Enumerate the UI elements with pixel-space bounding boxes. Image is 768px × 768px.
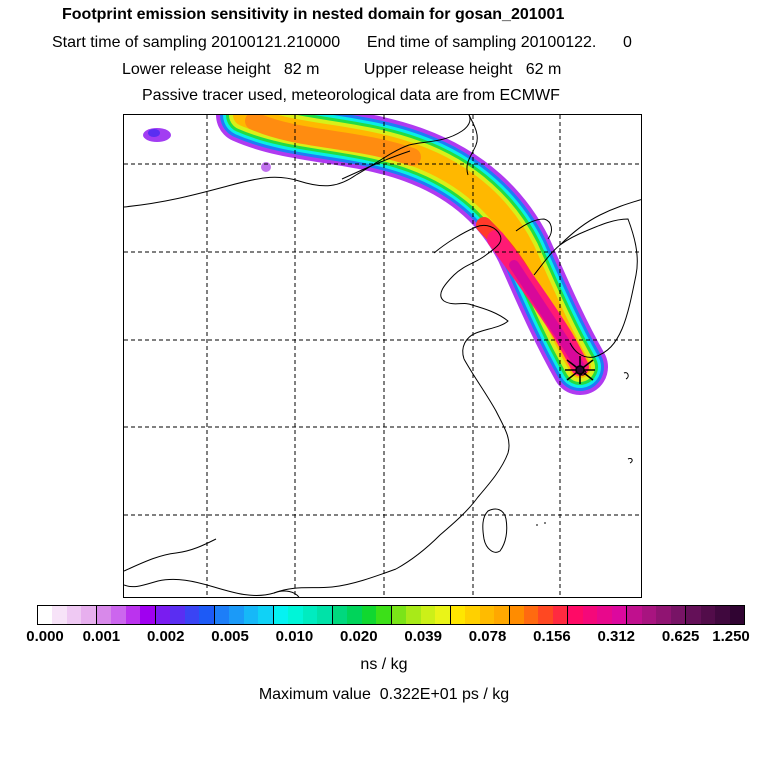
colorbar-cell	[81, 606, 97, 624]
colorbar-cell	[96, 606, 112, 624]
receptor-star-icon	[565, 356, 595, 384]
colorbar-cell	[155, 606, 171, 624]
patch-small	[261, 162, 271, 172]
colorbar-tick-label: 0.156	[533, 628, 571, 645]
colorbar-cell	[140, 606, 156, 624]
colorbar-tick-label: 0.312	[597, 628, 636, 645]
colorbar-cell	[214, 606, 230, 624]
coast-east-china	[395, 358, 510, 570]
plume-layers	[216, 115, 608, 395]
colorbar-cell	[302, 606, 318, 624]
colorbar-cell	[700, 606, 716, 624]
colorbar-cell	[435, 606, 451, 624]
coast-korea-north	[559, 199, 641, 246]
colorbar-cell	[229, 606, 244, 624]
colorbar-cell	[199, 606, 215, 624]
islands-japan-1	[623, 372, 629, 380]
islands-japan-2	[627, 458, 633, 464]
colorbar-cell	[686, 606, 701, 624]
colorbar-tick-labels: 0.000 0.001 0.002 0.005 0.010 0.020 0.039 0.078…	[0, 628, 768, 648]
colorbar-tick-label: 0.005	[211, 628, 249, 645]
colorbar-cell	[465, 606, 480, 624]
colorbar-cell	[582, 606, 598, 624]
colorbar-tick-label: 0.078	[468, 628, 507, 645]
colorbar-unit: ns / kg	[360, 656, 408, 673]
maximum-value-label: Maximum value 0.322E+01 ps / kg	[258, 686, 510, 703]
footprint-map	[123, 114, 642, 598]
coast-korea-peninsula	[569, 218, 638, 358]
colorbar-tick-label: 0.625	[661, 628, 700, 645]
colorbar-cell	[523, 606, 539, 624]
colorbar-cell	[670, 606, 687, 624]
colorbar	[37, 605, 745, 625]
colorbar-cell	[52, 606, 67, 624]
colorbar-cell	[656, 606, 671, 624]
coast-liaodong	[515, 218, 552, 240]
colorbar-cell	[273, 606, 289, 624]
footprint-map-svg	[124, 115, 641, 597]
colorbar-cell	[641, 606, 657, 624]
colorbar-cell	[243, 606, 259, 624]
colorbar-cell	[391, 606, 407, 624]
coast-south-china	[124, 568, 397, 596]
colorbar-cell	[406, 606, 421, 624]
colorbar-cell	[347, 606, 362, 624]
plot-title: Footprint emission sensitivity in nested…	[62, 6, 565, 23]
colorbar-cell	[729, 606, 745, 624]
colorbar-tick-label: 0.010	[275, 628, 314, 645]
colorbar-cell	[184, 606, 200, 624]
sensitivity-patches	[143, 128, 271, 172]
colorbar-cell	[538, 606, 553, 624]
colorbar-cell	[66, 606, 82, 624]
border-southwest	[124, 538, 217, 572]
release-height-line: Lower release height 82 m Upper release …	[122, 61, 562, 78]
colorbar-cell	[288, 606, 303, 624]
colorbar-cell	[258, 606, 274, 624]
colorbar-cell	[715, 606, 730, 624]
colorbar-cell	[627, 606, 642, 624]
plume-band-orange-core	[245, 115, 421, 166]
plume-band-magenta	[509, 260, 585, 372]
coast-bohai	[433, 224, 502, 306]
colorbar-cell	[38, 606, 53, 624]
colorbar-cell	[125, 606, 141, 624]
colorbar-cell	[111, 606, 126, 624]
graticule	[124, 115, 641, 597]
colorbar-tick-label: 0.001	[82, 628, 121, 645]
colorbar-cell	[170, 606, 185, 624]
tracer-info-line: Passive tracer used, meteorological data…	[142, 87, 560, 104]
colorbar-cell	[552, 606, 569, 624]
sampling-time-line: Start time of sampling 20100121.210000 E…	[52, 34, 632, 51]
colorbar-cell	[509, 606, 524, 624]
patch-northwest-core	[148, 129, 160, 137]
colorbar-cell	[568, 606, 583, 624]
colorbar-cell	[494, 606, 510, 624]
colorbar-tick-label: 0.000	[26, 628, 64, 645]
colorbar-tick-label: 0.002	[146, 628, 185, 645]
colorbar-cell	[450, 606, 466, 624]
island-hainan	[273, 590, 300, 597]
colorbar-tick-label: 0.020	[340, 628, 378, 645]
colorbar-cell	[376, 606, 392, 624]
colorbar-cell	[317, 606, 333, 624]
colorbar-cell	[479, 606, 495, 624]
colorbar-cell	[597, 606, 612, 624]
colorbar-cell	[332, 606, 348, 624]
island-taiwan	[482, 508, 508, 553]
colorbar-cell	[611, 606, 628, 624]
colorbar-tick-label: 1.250	[712, 628, 750, 645]
colorbar-cell	[420, 606, 436, 624]
colorbar-cell	[361, 606, 377, 624]
colorbar-tick-label: 0.039	[404, 628, 442, 645]
coast-shandong	[462, 304, 509, 360]
border-mongolia-east	[341, 150, 411, 180]
border-mongolia-north	[124, 115, 471, 208]
